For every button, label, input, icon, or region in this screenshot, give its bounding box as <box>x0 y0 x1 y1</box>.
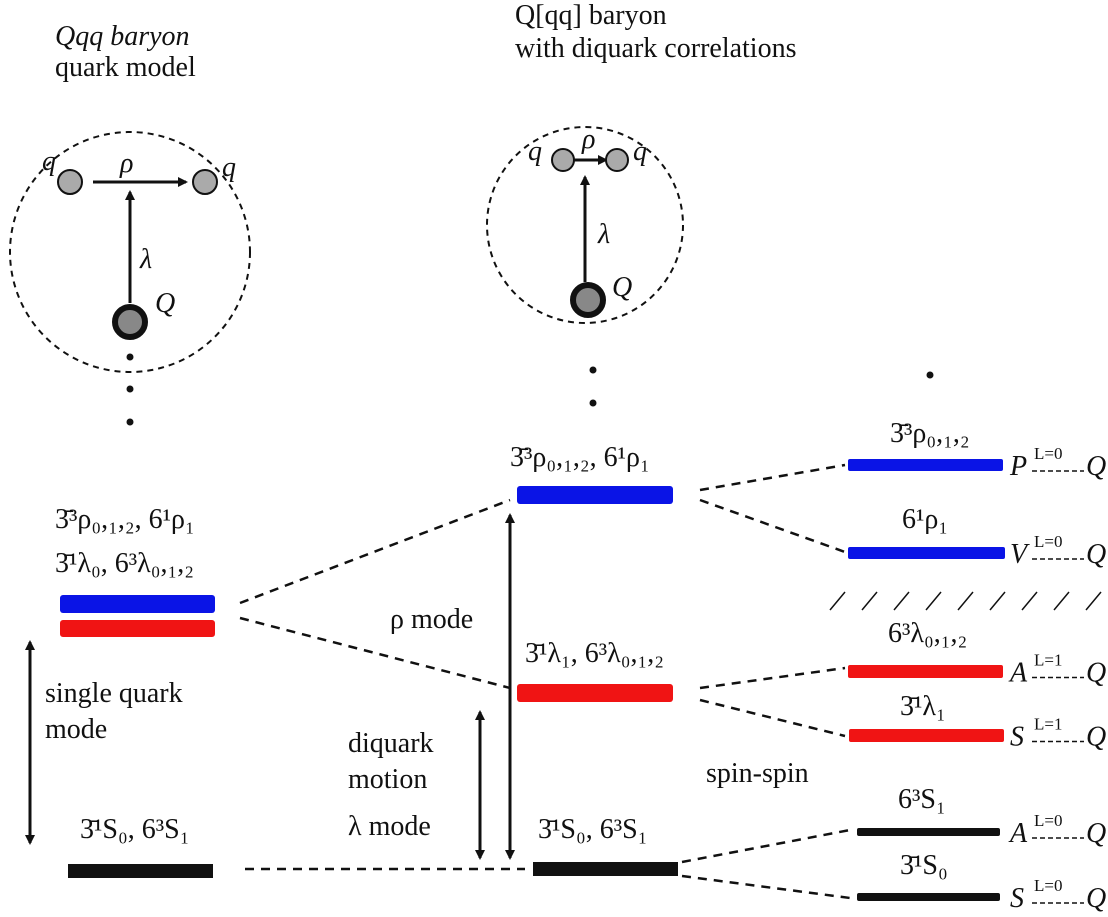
state-label: V <box>1010 539 1030 570</box>
label: q <box>633 136 647 167</box>
level <box>849 729 1004 742</box>
connector <box>682 876 850 898</box>
connector <box>682 830 850 862</box>
q-label: Q <box>1086 722 1106 753</box>
title: with diquark correlations <box>515 33 796 64</box>
title: quark model <box>55 52 196 83</box>
q-label: Q <box>1086 883 1106 914</box>
level <box>517 486 673 504</box>
heavy-quark <box>573 285 603 315</box>
level-label: 3̄¹λ₁ <box>900 691 946 722</box>
label: q <box>528 136 542 167</box>
connector <box>700 465 845 490</box>
connector <box>240 500 510 603</box>
state-label: A <box>1008 658 1028 689</box>
dot <box>127 419 134 426</box>
dot <box>590 400 597 407</box>
state-label: A <box>1008 818 1028 849</box>
level-label: 3̄³ρ₀,₁,₂, 6¹ρ₁ <box>55 504 195 535</box>
mode-label: mode <box>45 714 107 745</box>
dot <box>127 354 134 361</box>
label: Q <box>612 272 632 303</box>
dot <box>127 386 134 393</box>
level-label: 3̄³ρ₀,₁,₂ <box>890 418 970 449</box>
level-label: 3̄³ρ₀,₁,₂, 6¹ρ₁ <box>510 442 650 473</box>
level <box>857 828 1000 836</box>
mode-label: ρ mode <box>390 604 473 635</box>
label: λ <box>139 244 152 275</box>
connector <box>700 668 845 688</box>
label: λ <box>597 219 610 250</box>
l-label: L=0 <box>1034 532 1062 551</box>
label: Q <box>155 288 175 319</box>
label: ρ <box>119 148 133 179</box>
level <box>517 684 673 702</box>
diagram: Qqq baryon quark model Q[qq] baryon with… <box>0 0 1108 917</box>
mode-label: single quark <box>45 678 183 709</box>
level-label: 3̄¹S₀, 6³S₁ <box>538 814 647 845</box>
connector <box>700 500 845 552</box>
l-label: L=0 <box>1034 876 1062 895</box>
label: q <box>222 152 236 183</box>
quark <box>58 170 82 194</box>
level <box>533 862 678 876</box>
q-label: Q <box>1086 658 1106 689</box>
connector <box>700 700 845 736</box>
state-label: S <box>1010 883 1024 914</box>
level-label: 3̄¹λ₁, 6³λ₀,₁,₂ <box>525 638 664 669</box>
mode-label: λ mode <box>348 811 431 842</box>
level <box>68 864 213 878</box>
hatch <box>830 592 1101 610</box>
q-label: Q <box>1086 451 1106 482</box>
level <box>848 665 1003 678</box>
label: q <box>42 146 56 177</box>
l-label: L=1 <box>1034 651 1062 670</box>
mode-label: diquark <box>348 728 434 759</box>
dot <box>927 372 934 379</box>
dot <box>590 367 597 374</box>
level-label: 6³λ₀,₁,₂ <box>888 618 967 649</box>
level-label: 6³S₁ <box>898 784 946 815</box>
state-label: P <box>1009 451 1027 482</box>
level <box>848 547 1005 559</box>
q-label: Q <box>1086 539 1106 570</box>
l-label: L=1 <box>1034 715 1062 734</box>
title: Qqq baryon <box>55 21 190 52</box>
level-label: 6¹ρ₁ <box>902 504 948 535</box>
l-label: L=0 <box>1034 811 1062 830</box>
level-label: 3̄¹S₀, 6³S₁ <box>80 814 189 845</box>
quark <box>606 149 628 171</box>
mode-label: motion <box>348 764 427 795</box>
heavy-quark <box>115 307 145 337</box>
level <box>857 893 1000 901</box>
quark <box>193 170 217 194</box>
quark <box>552 149 574 171</box>
l-label: L=0 <box>1034 444 1062 463</box>
level <box>60 595 215 613</box>
state-label: S <box>1010 722 1024 753</box>
label: ρ <box>581 124 595 155</box>
title: Q[qq] baryon <box>515 0 667 31</box>
level-label: 3̄¹λ₀, 6³λ₀,₁,₂ <box>55 548 194 579</box>
level <box>60 620 215 637</box>
spin-label: spin-spin <box>706 758 809 789</box>
level <box>848 459 1003 471</box>
q-label: Q <box>1086 818 1106 849</box>
level-label: 3̄¹S₀ <box>900 850 948 881</box>
